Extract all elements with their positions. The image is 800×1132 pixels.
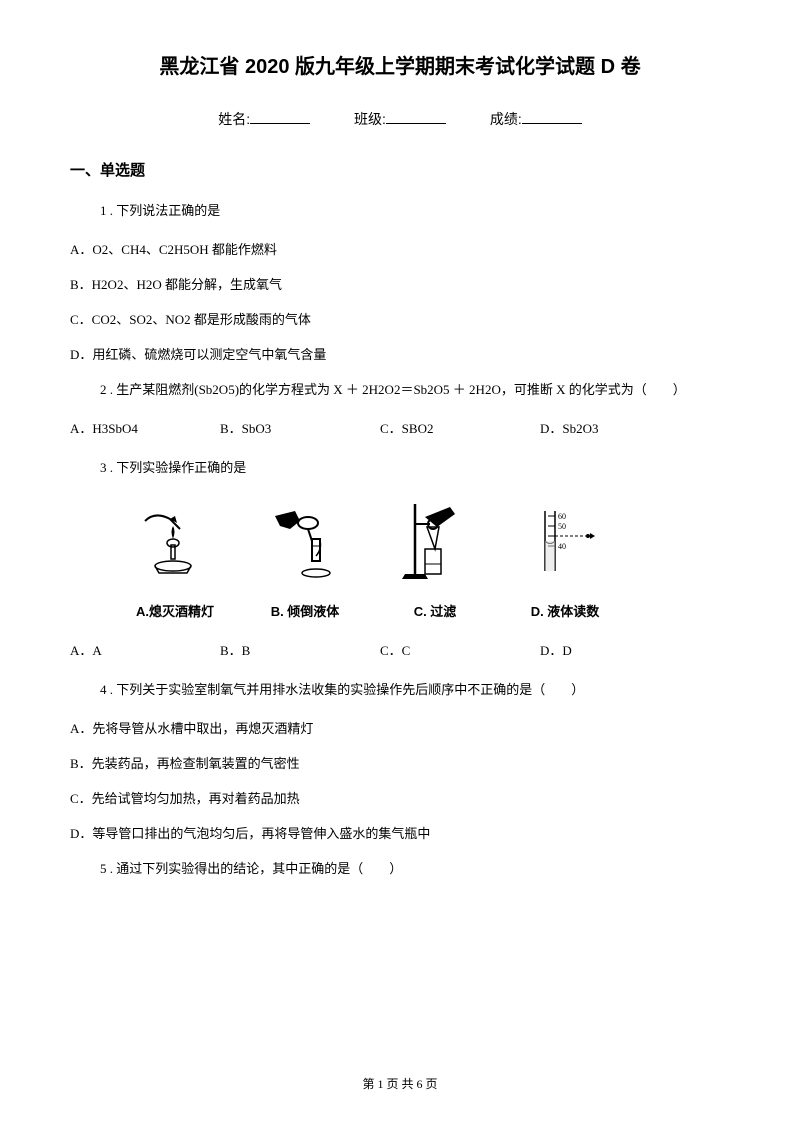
student-info-line: 姓名: 班级: 成绩: (70, 109, 730, 129)
q1-option-d: D．用红磷、硫燃烧可以测定空气中氧气含量 (70, 344, 730, 363)
page-footer: 第 1 页 共 6 页 (0, 1075, 800, 1092)
q3-img-d-container: 60 50 40 (520, 496, 610, 591)
section-1-title: 一、单选题 (70, 159, 730, 180)
svg-text:50: 50 (558, 522, 566, 531)
q4-option-c: C．先给试管均匀加热，再对着药品加热 (70, 788, 730, 807)
name-label: 姓名: (218, 111, 250, 127)
svg-text:40: 40 (558, 542, 566, 551)
q3-img-c (390, 496, 480, 586)
q3-img-b (260, 496, 350, 586)
q3-option-a: A．A (70, 640, 220, 659)
q1-option-a: A．O2、CH4、C2H5OH 都能作燃料 (70, 239, 730, 258)
q1-option-b: B．H2O2、H2O 都能分解，生成氧气 (70, 274, 730, 293)
q3-img-a (130, 496, 220, 586)
svg-text:60: 60 (558, 512, 566, 521)
q2-option-d: D．Sb2O3 (540, 418, 690, 437)
class-blank[interactable] (386, 123, 446, 124)
q3-option-d: D．D (540, 640, 690, 659)
q3-option-b: B．B (220, 640, 380, 659)
q3-options: A．A B．B C．C D．D (70, 640, 730, 659)
score-blank[interactable] (522, 123, 582, 124)
q4-text: 4 . 下列关于实验室制氧气并用排水法收集的实验操作先后顺序中不正确的是（ ） (70, 679, 730, 698)
class-label: 班级: (354, 111, 386, 127)
q3-label-a: A.熄灭酒精灯 (130, 601, 220, 620)
q3-img-c-container (390, 496, 480, 591)
q4-option-a: A．先将导管从水槽中取出，再熄灭酒精灯 (70, 718, 730, 737)
q3-img-a-container (130, 496, 220, 591)
q1-text: 1 . 下列说法正确的是 (70, 200, 730, 219)
exam-title: 黑龙江省 2020 版九年级上学期期末考试化学试题 D 卷 (70, 50, 730, 79)
q2-option-b: B．SbO3 (220, 418, 380, 437)
q2-option-c: C．SBO2 (380, 418, 540, 437)
q4-option-b: B．先装药品，再检查制氧装置的气密性 (70, 753, 730, 772)
q3-label-d: D. 液体读数 (520, 601, 610, 620)
q3-label-b: B. 倾倒液体 (260, 601, 350, 620)
q4-option-d: D．等导管口排出的气泡均匀后，再将导管伸入盛水的集气瓶中 (70, 823, 730, 842)
q2-options: A．H3SbO4 B．SbO3 C．SBO2 D．Sb2O3 (70, 418, 730, 437)
q3-img-d: 60 50 40 (520, 496, 610, 586)
q2-option-a: A．H3SbO4 (70, 418, 220, 437)
score-label: 成绩: (490, 111, 522, 127)
q3-label-c: C. 过滤 (390, 601, 480, 620)
q2-text: 2 . 生产某阻燃剂(Sb2O5)的化学方程式为 X ＋ 2H2O2＝Sb2O5… (70, 379, 730, 398)
q1-option-c: C．CO2、SO2、NO2 都是形成酸雨的气体 (70, 309, 730, 328)
q5-text: 5 . 通过下列实验得出的结论，其中正确的是（ ） (70, 858, 730, 877)
q3-option-c: C．C (380, 640, 540, 659)
q3-images: 60 50 40 (130, 496, 730, 591)
q3-text: 3 . 下列实验操作正确的是 (70, 457, 730, 476)
name-blank[interactable] (250, 123, 310, 124)
q3-img-b-container (260, 496, 350, 591)
q3-labels: A.熄灭酒精灯 B. 倾倒液体 C. 过滤 D. 液体读数 (130, 601, 730, 620)
